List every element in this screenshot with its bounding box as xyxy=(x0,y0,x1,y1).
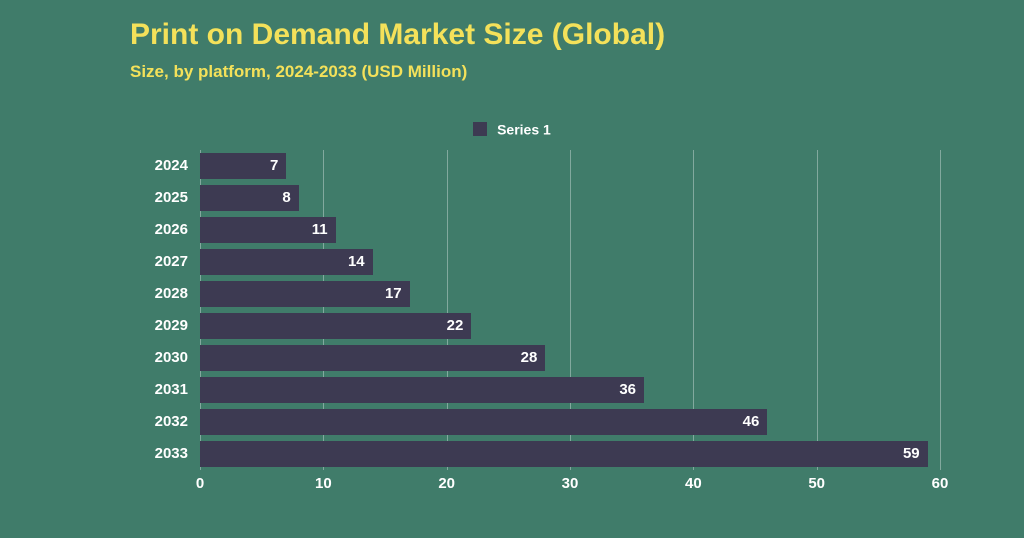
chart-plot-area: 0102030405060202472025820261120271420281… xyxy=(200,150,940,490)
y-axis-label: 2026 xyxy=(155,217,188,243)
y-axis-label: 2025 xyxy=(155,185,188,211)
y-axis-label: 2029 xyxy=(155,313,188,339)
y-axis-label: 2027 xyxy=(155,249,188,275)
gridline xyxy=(817,150,818,470)
y-axis-label: 2024 xyxy=(155,153,188,179)
y-axis-label: 2033 xyxy=(155,441,188,467)
x-axis-tick: 60 xyxy=(932,475,949,492)
chart-subtitle: Size, by platform, 2024-2033 (USD Millio… xyxy=(130,62,467,82)
chart-title: Print on Demand Market Size (Global) xyxy=(130,18,665,52)
x-axis-tick: 20 xyxy=(438,475,455,492)
bar-value-label: 17 xyxy=(200,281,410,307)
bar-value-label: 28 xyxy=(200,345,545,371)
y-axis-label: 2032 xyxy=(155,409,188,435)
x-axis-tick: 50 xyxy=(808,475,825,492)
bar-value-label: 11 xyxy=(200,217,336,243)
legend-label: Series 1 xyxy=(497,121,551,137)
y-axis-label: 2031 xyxy=(155,377,188,403)
bar-value-label: 7 xyxy=(200,153,286,179)
x-axis-tick: 10 xyxy=(315,475,332,492)
bar-value-label: 59 xyxy=(200,441,928,467)
gridline xyxy=(940,150,941,470)
x-axis-tick: 0 xyxy=(196,475,204,492)
y-axis-label: 2028 xyxy=(155,281,188,307)
legend-swatch xyxy=(473,122,487,136)
bar-value-label: 46 xyxy=(200,409,767,435)
x-axis-tick: 40 xyxy=(685,475,702,492)
x-axis-tick: 30 xyxy=(562,475,579,492)
y-axis-label: 2030 xyxy=(155,345,188,371)
bar-value-label: 14 xyxy=(200,249,373,275)
bar-value-label: 22 xyxy=(200,313,471,339)
legend: Series 1 xyxy=(0,120,1024,137)
bar-value-label: 36 xyxy=(200,377,644,403)
bar-value-label: 8 xyxy=(200,185,299,211)
